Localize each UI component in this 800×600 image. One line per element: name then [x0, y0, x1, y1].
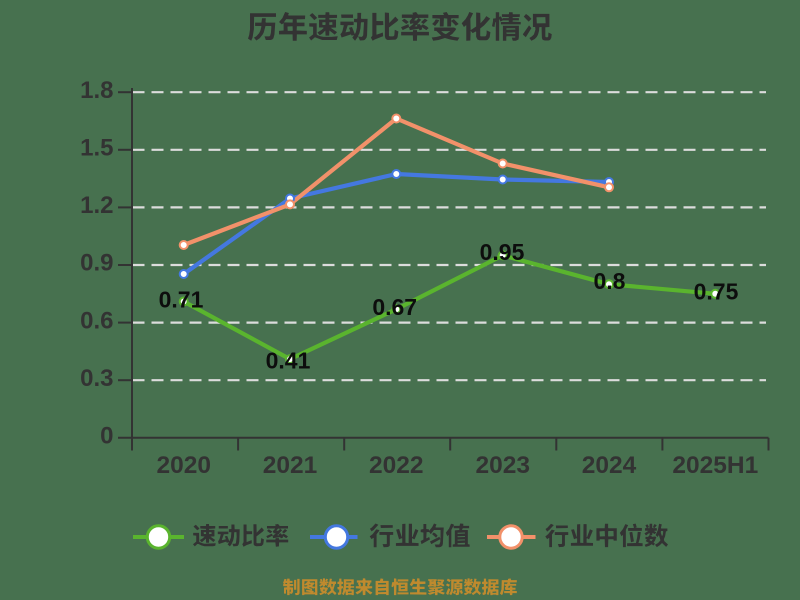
svg-text:2023: 2023 [475, 452, 530, 479]
svg-text:2020: 2020 [156, 452, 211, 479]
svg-text:0.41: 0.41 [266, 347, 311, 373]
svg-text:0.67: 0.67 [372, 294, 417, 320]
svg-text:0.95: 0.95 [480, 239, 525, 265]
svg-text:2024: 2024 [582, 452, 637, 479]
svg-text:1.5: 1.5 [80, 135, 113, 162]
svg-text:0.6: 0.6 [80, 307, 113, 334]
svg-text:2022: 2022 [369, 452, 424, 479]
svg-text:2025H1: 2025H1 [672, 452, 758, 479]
svg-text:2021: 2021 [263, 452, 318, 479]
svg-text:0.75: 0.75 [694, 278, 739, 304]
svg-text:0.9: 0.9 [80, 250, 113, 277]
svg-text:0: 0 [100, 423, 113, 450]
svg-text:0.3: 0.3 [80, 365, 113, 392]
svg-text:1.2: 1.2 [80, 192, 113, 219]
svg-text:0.8: 0.8 [594, 268, 626, 294]
svg-text:0.71: 0.71 [159, 286, 204, 312]
svg-text:1.8: 1.8 [80, 77, 113, 104]
